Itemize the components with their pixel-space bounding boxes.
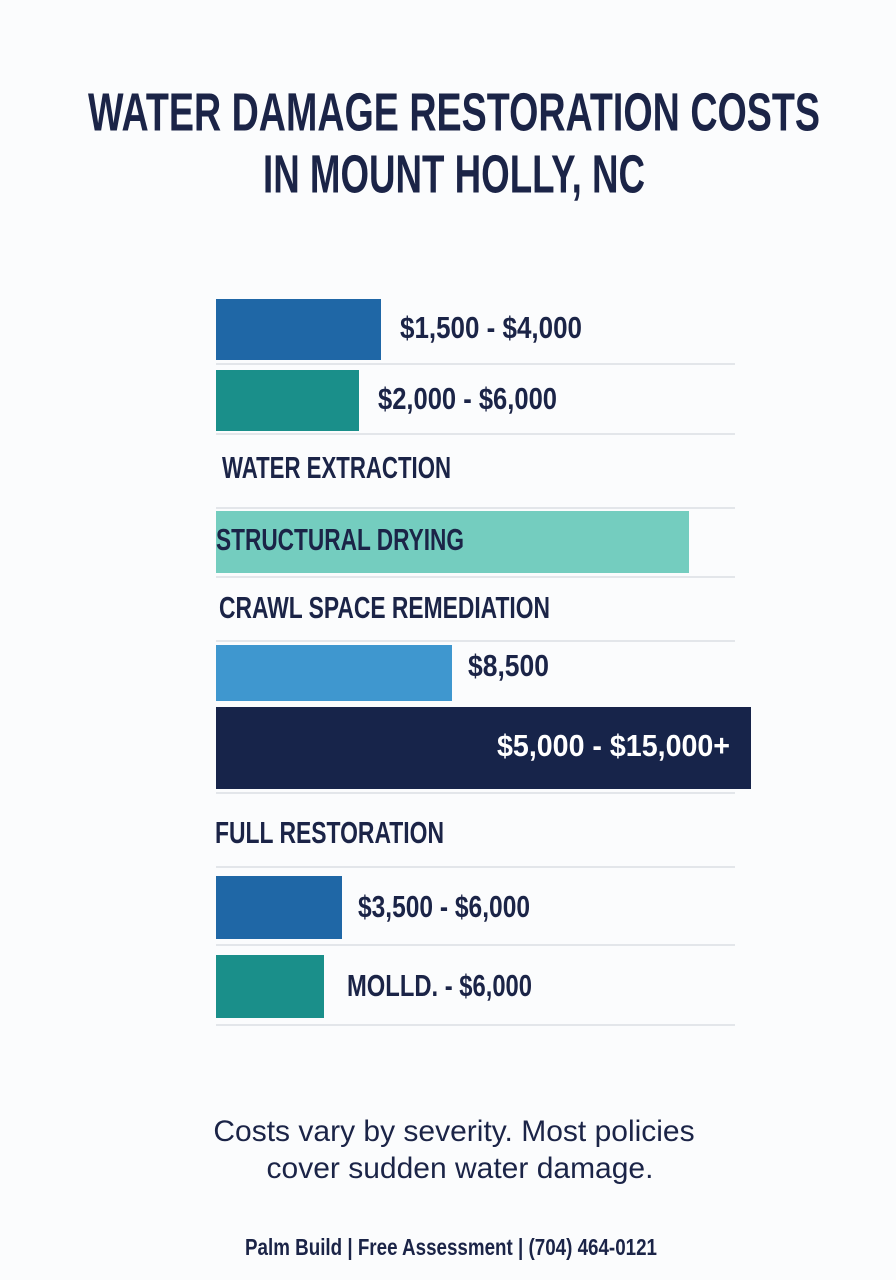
bar <box>216 299 381 360</box>
bar <box>216 955 324 1018</box>
row-label: WATER EXTRACTION <box>222 450 451 485</box>
bar <box>216 511 689 573</box>
row-label: MOLLD. - $6,000 <box>347 968 532 1003</box>
note-line: cover sudden water damage. <box>267 1152 654 1185</box>
row-label: $5,000 - $15,000+ <box>497 728 730 763</box>
row-label: $3,500 - $6,000 <box>358 889 530 924</box>
row-label: CRAWL SPACE REMEDIATION <box>219 590 550 625</box>
bar <box>216 645 452 701</box>
title-line: WATER DAMAGE RESTORATION COSTS <box>88 82 820 142</box>
title-line: IN MOUNT HOLLY, NC <box>263 144 645 204</box>
row-label: $2,000 - $6,000 <box>378 381 557 416</box>
note-line: Costs vary by severity. Most policies <box>213 1115 694 1148</box>
row-label: $8,500 <box>468 648 549 683</box>
bar <box>216 707 751 789</box>
bar <box>216 876 342 939</box>
row-label: FULL RESTORATION <box>215 815 444 850</box>
bar <box>216 370 359 431</box>
row-label: STRUCTURAL DRYING <box>216 522 464 557</box>
row-label: $1,500 - $4,000 <box>400 310 582 345</box>
footer: Palm Build | Free Assessment | (704) 464… <box>245 1234 657 1260</box>
